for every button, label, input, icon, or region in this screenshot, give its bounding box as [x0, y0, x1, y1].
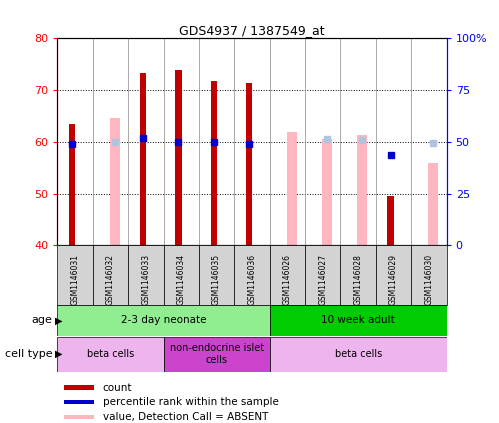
Bar: [340, 245, 376, 305]
Text: value, Detection Call = ABSENT: value, Detection Call = ABSENT: [103, 412, 268, 422]
Bar: [269, 337, 447, 371]
Title: GDS4937 / 1387549_at: GDS4937 / 1387549_at: [179, 24, 325, 37]
Bar: [211, 80, 217, 245]
Text: GSM1146035: GSM1146035: [212, 254, 221, 305]
Bar: [164, 337, 269, 371]
Bar: [64, 385, 94, 390]
Bar: [64, 415, 94, 419]
Text: GSM1146036: GSM1146036: [248, 254, 256, 305]
Text: ▶: ▶: [55, 316, 62, 325]
Text: GSM1146032: GSM1146032: [106, 254, 115, 305]
Text: GSM1146031: GSM1146031: [70, 254, 79, 305]
Bar: [388, 196, 394, 245]
Bar: [140, 73, 146, 245]
Bar: [357, 135, 367, 245]
Bar: [199, 245, 235, 305]
Text: GSM1146029: GSM1146029: [389, 254, 398, 305]
Bar: [93, 245, 128, 305]
Bar: [64, 400, 94, 404]
Bar: [69, 124, 75, 245]
Bar: [269, 305, 447, 336]
Text: cell type: cell type: [5, 349, 52, 359]
Text: age: age: [31, 316, 52, 325]
Bar: [128, 245, 164, 305]
Bar: [411, 245, 447, 305]
Text: GSM1146027: GSM1146027: [318, 254, 327, 305]
Text: 2-3 day neonate: 2-3 day neonate: [121, 316, 206, 325]
Text: 10 week adult: 10 week adult: [321, 316, 395, 325]
Text: GSM1146028: GSM1146028: [354, 254, 363, 305]
Text: beta cells: beta cells: [334, 349, 382, 359]
Bar: [57, 305, 269, 336]
Bar: [376, 245, 411, 305]
Text: GSM1146034: GSM1146034: [177, 254, 186, 305]
Bar: [322, 139, 332, 245]
Text: beta cells: beta cells: [87, 349, 134, 359]
Bar: [110, 118, 120, 245]
Text: count: count: [103, 382, 132, 393]
Bar: [57, 337, 164, 371]
Text: non-endocrine islet
cells: non-endocrine islet cells: [170, 343, 263, 365]
Text: ▶: ▶: [55, 349, 62, 359]
Text: GSM1146030: GSM1146030: [425, 254, 434, 305]
Text: GSM1146033: GSM1146033: [141, 254, 150, 305]
Text: GSM1146026: GSM1146026: [283, 254, 292, 305]
Bar: [164, 245, 199, 305]
Text: percentile rank within the sample: percentile rank within the sample: [103, 397, 278, 407]
Bar: [235, 245, 269, 305]
Bar: [175, 70, 182, 245]
Bar: [269, 245, 305, 305]
Bar: [305, 245, 340, 305]
Bar: [286, 132, 296, 245]
Bar: [428, 163, 438, 245]
Bar: [57, 245, 93, 305]
Bar: [246, 83, 252, 245]
